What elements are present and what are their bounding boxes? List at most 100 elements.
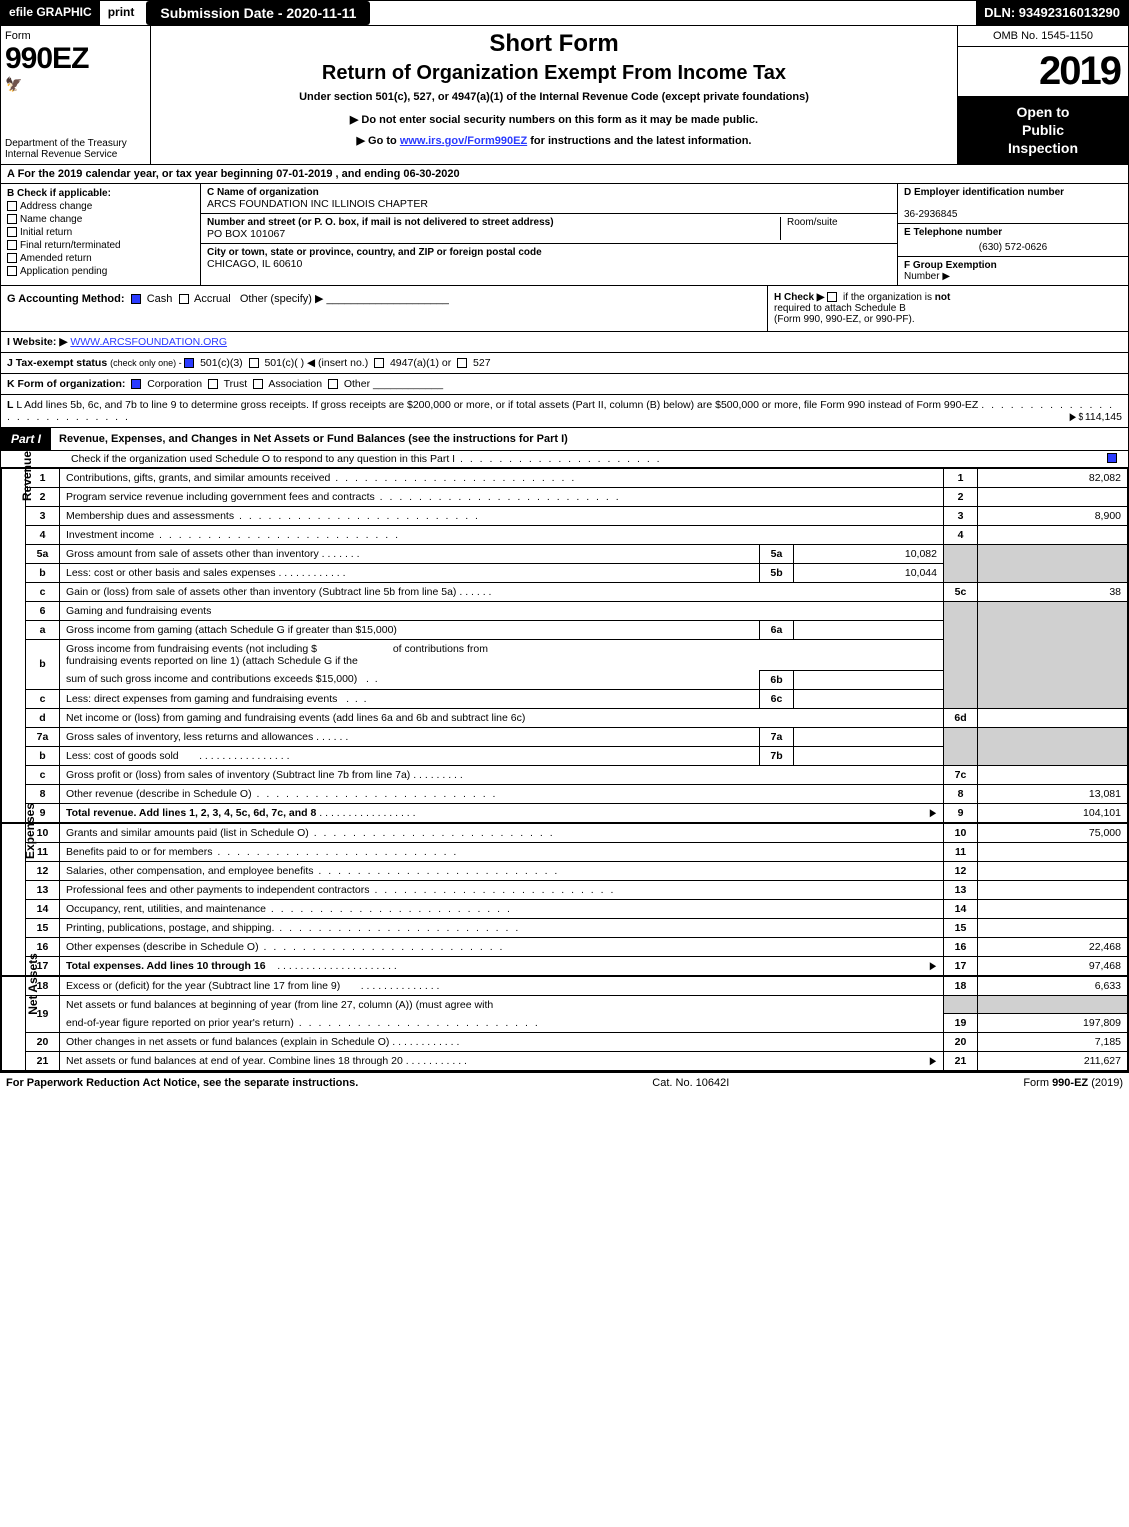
- line-5c: cGain or (loss) from sale of assets othe…: [26, 582, 1128, 601]
- chk-assoc[interactable]: [253, 379, 263, 389]
- chk-other-org[interactable]: [328, 379, 338, 389]
- chk-4947[interactable]: [374, 358, 384, 368]
- line-13: 13Professional fees and other payments t…: [26, 880, 1128, 899]
- room-label: Room/suite: [781, 217, 891, 240]
- form-ref: Form 990-EZ (2019): [1023, 1077, 1123, 1089]
- line-7a: 7aGross sales of inventory, less returns…: [26, 727, 1128, 746]
- h-line3: (Form 990, 990-EZ, or 990-PF).: [774, 314, 915, 325]
- g-section: G Accounting Method: Cash Accrual Other …: [1, 286, 768, 331]
- form-number: 990EZ: [5, 42, 146, 76]
- chk-corp[interactable]: [131, 379, 141, 389]
- revenue-table: 1Contributions, gifts, grants, and simil…: [25, 468, 1128, 823]
- efile-label: efile GRAPHIC: [1, 1, 100, 25]
- chk-pending[interactable]: Application pending: [7, 266, 194, 277]
- revenue-side-label: Revenue: [1, 468, 25, 823]
- line-9: 9Total revenue. Add lines 1, 2, 3, 4, 5c…: [26, 803, 1128, 822]
- h-section: H Check ▶ if the organization is not req…: [768, 286, 1128, 331]
- paperwork-notice: For Paperwork Reduction Act Notice, see …: [6, 1077, 358, 1089]
- l-text: L Add lines 5b, 6c, and 7b to line 9 to …: [16, 399, 978, 411]
- h-pre: H Check ▶: [774, 292, 827, 303]
- l-value: 114,145: [1085, 411, 1122, 423]
- line-1: 1Contributions, gifts, grants, and simil…: [26, 468, 1128, 487]
- line-19a: 19Net assets or fund balances at beginni…: [26, 995, 1128, 1014]
- chk-h[interactable]: [827, 292, 837, 302]
- line-18: 18Excess or (deficit) for the year (Subt…: [26, 976, 1128, 995]
- chk-527[interactable]: [457, 358, 467, 368]
- irs-label: Internal Revenue Service: [5, 149, 146, 160]
- chk-accrual[interactable]: [179, 294, 189, 304]
- b-label: B Check if applicable:: [7, 188, 194, 199]
- i-row: I Website: ▶ WWW.ARCSFOUNDATION.ORG: [0, 332, 1129, 353]
- h-not: not: [935, 292, 951, 303]
- line-6: 6Gaming and fundraising events: [26, 601, 1128, 620]
- arrow-icon: ▶ $: [1070, 411, 1083, 423]
- h-mid: if the organization is: [843, 292, 935, 303]
- goto-line: ▶ Go to www.irs.gov/Form990EZ for instru…: [159, 134, 949, 147]
- under-section: Under section 501(c), 527, or 4947(a)(1)…: [159, 91, 949, 103]
- form-id-block: Form 990EZ 🦅 Department of the Treasury …: [1, 26, 151, 164]
- right-header-block: OMB No. 1545-1150 2019 Open to Public In…: [958, 26, 1128, 164]
- ein-value: 36-2936845: [904, 209, 957, 220]
- tax-year: 2019: [958, 47, 1128, 97]
- chk-cash[interactable]: [131, 294, 141, 304]
- spacer: [374, 1, 976, 25]
- chk-schedule-o[interactable]: [1107, 453, 1117, 463]
- i-label: I Website: ▶: [7, 336, 67, 348]
- title-block: Short Form Return of Organization Exempt…: [151, 26, 958, 164]
- addr-row: Number and street (or P. O. box, if mail…: [201, 214, 897, 244]
- line-10: 10Grants and similar amounts paid (list …: [26, 823, 1128, 842]
- omb-number: OMB No. 1545-1150: [958, 26, 1128, 47]
- line-6d: dNet income or (loss) from gaming and fu…: [26, 708, 1128, 727]
- city-row: City or town, state or province, country…: [201, 244, 897, 273]
- eagle-icon: 🦅: [5, 76, 146, 93]
- expenses-table: 10Grants and similar amounts paid (list …: [25, 823, 1128, 976]
- g-label: G Accounting Method:: [7, 293, 125, 305]
- group-exempt-row: F Group Exemption Number ▶: [898, 257, 1128, 285]
- line-5a: 5aGross amount from sale of assets other…: [26, 544, 1128, 563]
- top-bar: efile GRAPHIC print Submission Date - 20…: [0, 0, 1129, 26]
- line-17: 17Total expenses. Add lines 10 through 1…: [26, 956, 1128, 975]
- chk-address[interactable]: Address change: [7, 201, 194, 212]
- print-button[interactable]: print: [100, 1, 143, 25]
- ssn-warning: ▶ Do not enter social security numbers o…: [159, 113, 949, 126]
- chk-501c3[interactable]: [184, 358, 194, 368]
- line-2: 2Program service revenue including gover…: [26, 487, 1128, 506]
- line-8: 8Other revenue (describe in Schedule O)8…: [26, 784, 1128, 803]
- open-to-public: Open to Public Inspection: [958, 97, 1128, 164]
- chk-name[interactable]: Name change: [7, 214, 194, 225]
- chk-501c[interactable]: [249, 358, 259, 368]
- chk-amended[interactable]: Amended return: [7, 253, 194, 264]
- city-value: CHICAGO, IL 60610: [207, 258, 302, 270]
- submission-date: Submission Date - 2020-11-11: [146, 1, 370, 25]
- open2: Public: [1022, 122, 1064, 138]
- chk-final[interactable]: Final return/terminated: [7, 240, 194, 251]
- dln-label: DLN: 93492316013290: [976, 1, 1128, 25]
- k-row: K Form of organization: Corporation Trus…: [0, 374, 1129, 395]
- website-link[interactable]: WWW.ARCSFOUNDATION.ORG: [70, 336, 227, 348]
- ein-row: D Employer identification number 36-2936…: [898, 184, 1128, 224]
- line-a: A For the 2019 calendar year, or tax yea…: [0, 165, 1129, 184]
- net-assets-table: 18Excess or (deficit) for the year (Subt…: [25, 976, 1128, 1072]
- cat-no: Cat. No. 10642I: [652, 1077, 729, 1089]
- org-name: ARCS FOUNDATION INC ILLINOIS CHAPTER: [207, 198, 428, 210]
- net-assets-side-label: Net Assets: [1, 976, 25, 1072]
- open3: Inspection: [1008, 140, 1078, 156]
- org-name-row: C Name of organization ARCS FOUNDATION I…: [201, 184, 897, 214]
- h-line2: required to attach Schedule B: [774, 303, 906, 314]
- section-c: C Name of organization ARCS FOUNDATION I…: [201, 184, 898, 285]
- j-small: (check only one) -: [110, 358, 184, 368]
- line-15: 15Printing, publications, postage, and s…: [26, 918, 1128, 937]
- chk-trust[interactable]: [208, 379, 218, 389]
- goto-link[interactable]: www.irs.gov/Form990EZ: [400, 135, 527, 147]
- k-label: K Form of organization:: [7, 378, 125, 390]
- short-form-title: Short Form: [159, 30, 949, 58]
- line-16: 16Other expenses (describe in Schedule O…: [26, 937, 1128, 956]
- goto-post: for instructions and the latest informat…: [527, 135, 751, 147]
- part-i-header: Part I Revenue, Expenses, and Changes in…: [0, 428, 1129, 451]
- e-label: E Telephone number: [904, 227, 1002, 238]
- page-footer: For Paperwork Reduction Act Notice, see …: [0, 1072, 1129, 1093]
- expenses-side-label: Expenses: [1, 823, 25, 976]
- chk-initial[interactable]: Initial return: [7, 227, 194, 238]
- part-i-tab: Part I: [1, 428, 51, 450]
- f-label2: Number ▶: [904, 271, 950, 282]
